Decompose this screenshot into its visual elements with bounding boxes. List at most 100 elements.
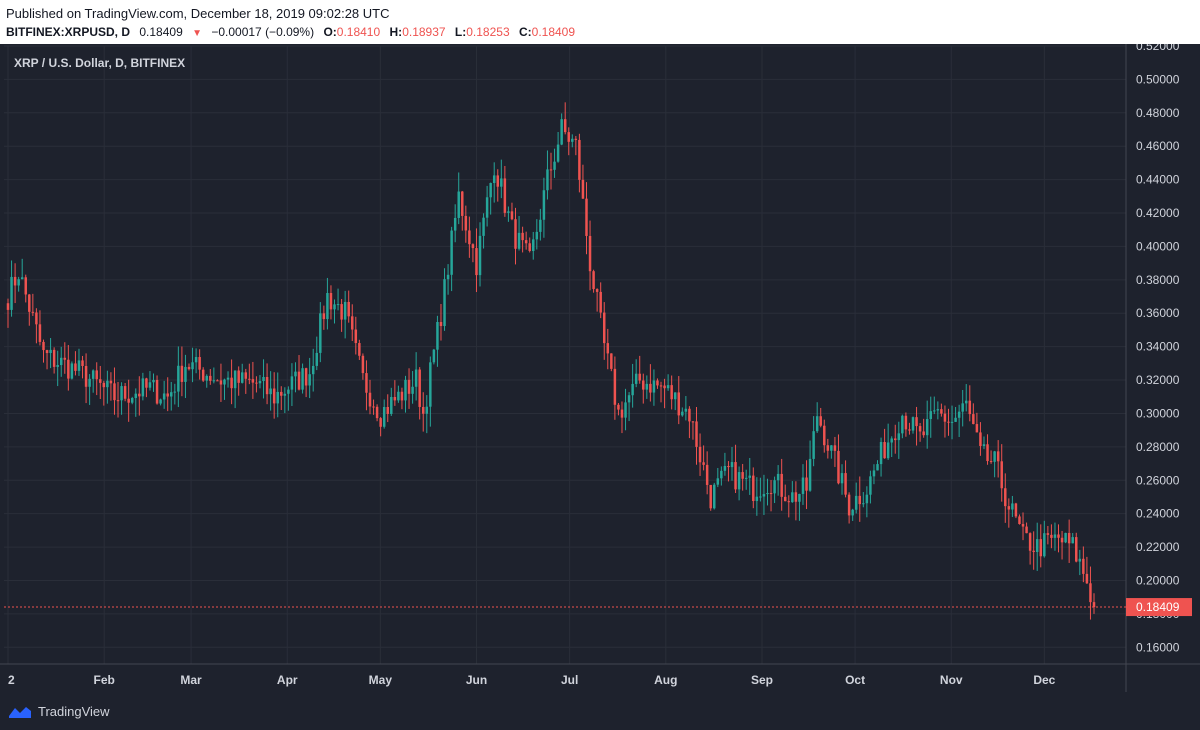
candle	[184, 354, 187, 399]
low-value: 0.18253	[466, 25, 510, 39]
candle-body	[308, 374, 311, 386]
candle-body	[982, 444, 986, 446]
candle-body	[1050, 534, 1053, 538]
candle-body	[695, 421, 698, 447]
candle-body	[358, 343, 361, 356]
candle	[649, 364, 652, 402]
candle	[986, 434, 989, 465]
candle-body	[290, 376, 294, 390]
y-tick-label: 0.40000	[1136, 239, 1180, 253]
candle-body	[737, 472, 741, 490]
candle-body	[766, 493, 769, 495]
candle	[681, 407, 684, 417]
candle-body	[677, 392, 681, 416]
change-value: −0.00017 (−0.09%)	[211, 25, 315, 39]
candle-body	[340, 304, 343, 320]
candle-body	[311, 365, 315, 375]
candle-body	[510, 211, 514, 220]
candle	[134, 388, 138, 417]
candle	[1021, 512, 1025, 541]
y-tick-label: 0.30000	[1136, 406, 1180, 420]
candle-body	[429, 362, 432, 407]
candle	[1082, 546, 1085, 583]
candle-body	[212, 380, 216, 382]
candle	[688, 406, 691, 439]
candle-body	[432, 349, 436, 363]
candle	[737, 466, 741, 501]
candle	[248, 363, 251, 385]
candle-body	[954, 417, 957, 422]
candle-body	[17, 279, 20, 286]
candle-body	[244, 372, 248, 379]
candle	[1085, 556, 1089, 585]
candle-body	[929, 411, 932, 420]
candle	[602, 302, 606, 360]
candle-body	[375, 406, 379, 419]
candle	[993, 450, 996, 478]
candle	[63, 342, 67, 374]
candle	[563, 102, 567, 135]
candle	[127, 379, 130, 422]
candle-body	[319, 313, 322, 353]
tradingview-brand[interactable]: TradingView	[8, 704, 110, 719]
price-axis: 0.52000 0.50000 0.48000 0.46000 0.44000 0.420…	[1125, 44, 1180, 692]
y-tick-label: 0.34000	[1136, 340, 1180, 354]
candle-body	[588, 235, 592, 272]
candle-body	[808, 458, 812, 491]
high-label: H:	[389, 25, 403, 39]
last-price-line: 0.18409	[4, 598, 1192, 617]
candle	[996, 440, 1000, 478]
candle	[212, 367, 216, 384]
candle	[237, 366, 240, 396]
candle-body	[975, 424, 979, 433]
candle-body	[418, 369, 421, 407]
candle-body	[478, 235, 482, 276]
candle-body	[549, 169, 553, 171]
candle	[801, 464, 805, 505]
candle-body	[74, 363, 77, 371]
candle-body	[304, 368, 308, 386]
plot-area	[4, 46, 1126, 664]
candle-body	[1089, 583, 1092, 603]
candle-body	[226, 377, 230, 380]
candle	[709, 484, 712, 511]
candle	[478, 222, 482, 287]
candle	[52, 347, 56, 374]
price-chart[interactable]: 0.52000 0.50000 0.48000 0.46000 0.44000 0.420…	[0, 44, 1200, 692]
candle-body	[610, 353, 613, 369]
candle	[791, 481, 794, 503]
candle	[283, 387, 287, 414]
candle-body	[670, 385, 673, 400]
candle	[38, 310, 42, 346]
candle	[336, 288, 340, 311]
candle	[659, 381, 663, 403]
candle	[251, 361, 255, 399]
y-tick-label: 0.50000	[1136, 72, 1180, 86]
candle	[194, 348, 198, 374]
candle	[1039, 524, 1043, 568]
candle	[631, 363, 634, 408]
candle-body	[656, 380, 659, 386]
candle-body	[812, 431, 815, 459]
candle-body	[989, 461, 993, 463]
candle	[744, 469, 748, 490]
candle	[950, 405, 954, 440]
candle-body	[773, 480, 776, 494]
candle-body	[326, 293, 329, 320]
candle-body	[847, 494, 851, 516]
open-label: O:	[323, 25, 337, 39]
candle-body	[45, 350, 49, 354]
candle-body	[1053, 534, 1057, 538]
candle-body	[783, 496, 787, 502]
candle-body	[390, 396, 393, 414]
candle-body	[578, 139, 581, 180]
candle	[489, 182, 492, 215]
candle-body	[170, 392, 173, 397]
candle-body	[425, 406, 429, 414]
candle-body	[322, 313, 326, 320]
candle	[883, 428, 886, 459]
candle	[532, 231, 535, 260]
candle	[507, 206, 510, 222]
candle-body	[205, 375, 208, 381]
candle-body	[1000, 461, 1003, 489]
